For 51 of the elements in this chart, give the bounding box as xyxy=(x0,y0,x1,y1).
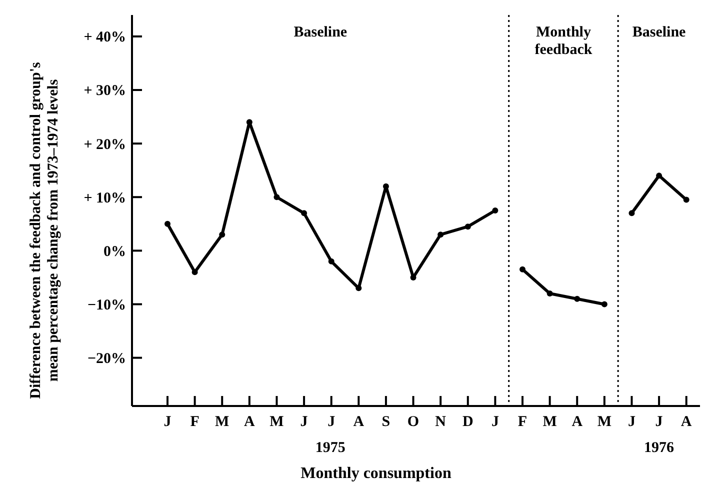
y-tick-label: −10% xyxy=(87,297,126,314)
point xyxy=(574,296,580,302)
x-tick-label: J xyxy=(491,414,500,430)
x-tick-label: S xyxy=(382,414,390,430)
point xyxy=(164,220,170,227)
point xyxy=(301,210,308,216)
text: 1975 xyxy=(315,440,346,456)
y-tick-label: + 10% xyxy=(84,190,126,206)
point xyxy=(520,266,526,272)
x-tick-label: A xyxy=(572,414,583,430)
y-tick-label: 0% xyxy=(104,244,126,260)
x-tick-label: O xyxy=(407,414,420,430)
x-tick-label: A xyxy=(244,414,255,430)
y-axis-title: Difference between the feedback and control group's mean percentage change from 1973–1974 levels xyxy=(28,62,62,399)
x-tick-label: M xyxy=(215,414,230,430)
x-tick-label: A xyxy=(353,414,364,430)
x-tick-label: J xyxy=(328,414,336,430)
y-tick-label: + 20% xyxy=(84,136,126,153)
point xyxy=(356,285,362,292)
point xyxy=(219,232,226,238)
annotation: Monthly feedback xyxy=(534,24,593,58)
x-tick-label: D xyxy=(462,414,474,430)
x-tick-label: F xyxy=(190,414,200,430)
x-axis-title: Monthly consumption xyxy=(300,465,452,482)
point xyxy=(546,290,553,297)
point xyxy=(492,208,498,214)
x-tick-label: N xyxy=(435,414,446,430)
point xyxy=(656,172,662,179)
x-tick-label: M xyxy=(542,414,557,430)
x-tick-label: J xyxy=(628,414,636,430)
text: 1976 xyxy=(644,440,675,456)
y-tick-label: + 30% xyxy=(84,83,126,100)
y-tick-label: −20% xyxy=(87,351,126,368)
point xyxy=(438,232,444,238)
point xyxy=(192,269,198,276)
point xyxy=(274,194,280,200)
x-tick-label: J xyxy=(300,414,308,430)
point xyxy=(683,196,690,203)
x-tick-label: A xyxy=(680,414,692,430)
x-tick-label: J xyxy=(655,414,664,430)
point xyxy=(464,224,471,230)
point xyxy=(328,258,334,264)
annotation: Baseline xyxy=(632,24,686,40)
y-tick-label: + 40% xyxy=(84,30,126,46)
x-tick-label: J xyxy=(164,414,172,430)
x-tick-label: M xyxy=(597,414,612,430)
point xyxy=(601,301,608,308)
x-tick-label: M xyxy=(270,414,284,430)
x-tick-label: F xyxy=(518,414,528,430)
annotation: Baseline xyxy=(294,24,348,40)
point xyxy=(628,210,635,216)
